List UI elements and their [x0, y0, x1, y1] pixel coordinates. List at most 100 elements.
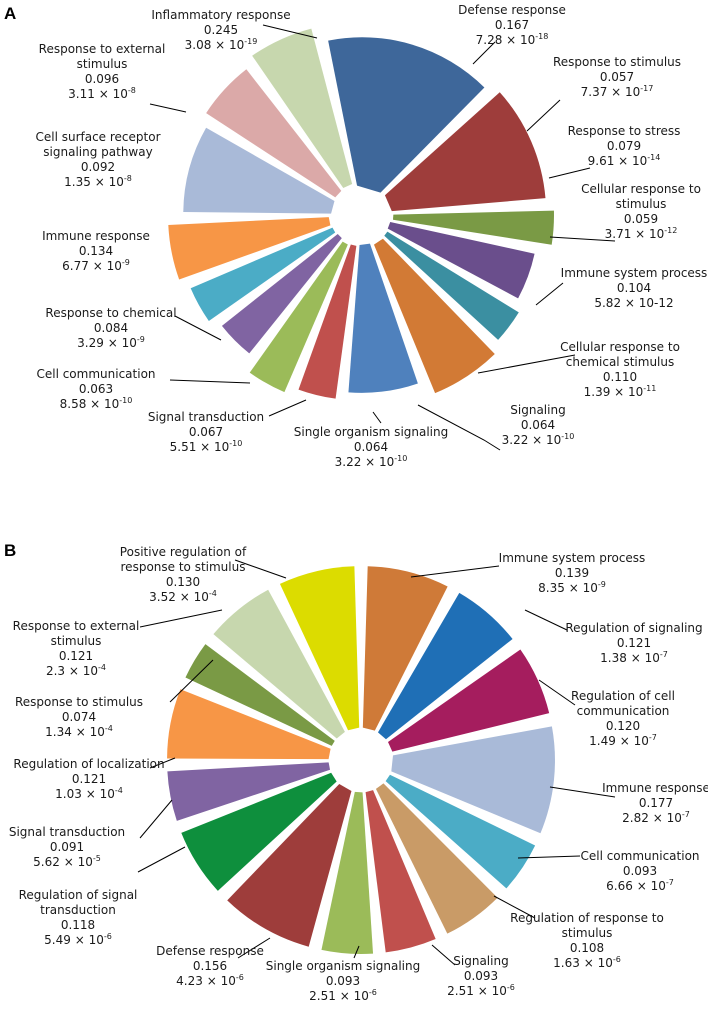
slice-label-pvalue: 1.35 × 10-8: [64, 174, 132, 189]
leader-line-immune-system-process: [410, 565, 500, 578]
pie-slice-regulation-of-localization: [167, 689, 331, 760]
pie-slice-cellular-response-to-chemical-stimulus: [348, 243, 418, 393]
pie-slice-regulation-of-signaling: [377, 592, 513, 740]
slice-label-text: Defense response: [156, 944, 264, 958]
slice-label-value: 0.064: [354, 440, 388, 454]
leader-line-single-organism-signaling: [353, 945, 360, 959]
pie-slice-defense-response: [227, 784, 352, 947]
leader-line-signaling: [417, 404, 501, 451]
slice-label-value: 0.093: [464, 969, 498, 983]
slice-label-value: 0.167: [495, 18, 529, 32]
leader-line-positive-regulation-of-response-to-stimulus: [234, 559, 287, 579]
slice-label-pvalue: 3.52 × 10-4: [149, 589, 217, 604]
leader-line-regulation-of-cell-communication: [538, 679, 576, 706]
slice-label-text: Single organism signaling: [266, 959, 421, 973]
slice-label-pvalue: 5.82 × 10-12: [594, 296, 673, 310]
pie-slice-single-organism-signaling: [321, 791, 374, 954]
pie-slice-response-to-external-stimulus: [213, 589, 345, 739]
slice-label-pvalue: 8.58 × 10-10: [60, 396, 133, 411]
slice-label-text: Response to external: [13, 619, 140, 633]
slice-label-text: Immune system process: [561, 266, 708, 280]
leader-line-response-to-external-stimulus: [149, 103, 187, 113]
slice-label-pvalue: 1.34 × 10-4: [45, 724, 113, 739]
slice-label-text: Inflammatory response: [151, 8, 290, 22]
pie-slice-cell-communication: [385, 774, 536, 889]
pie-slice-inflammatory-response: [328, 37, 485, 193]
slice-label-text: Regulation of localization: [13, 757, 164, 771]
slice-label-pvalue: 1.38 × 10-7: [600, 650, 668, 665]
slice-label-value: 0.096: [85, 72, 119, 86]
slice-label-value: 0.108: [570, 941, 604, 955]
slice-label-text: Regulation of signaling: [565, 621, 702, 635]
leader-line-regulation-of-signaling: [524, 609, 568, 631]
slice-label-text: Response to stimulus: [553, 55, 681, 69]
slice-label-text: Immune response: [602, 781, 708, 795]
slice-label-pvalue: 1.03 × 10-4: [55, 786, 123, 801]
slice-label-text: Response to external: [39, 42, 166, 56]
slice-label-text: Response to chemical: [45, 306, 176, 320]
panel-letter-b: B: [4, 541, 16, 560]
slice-label-value: 0.118: [61, 918, 95, 932]
slice-label-text: Signaling: [510, 403, 565, 417]
slice-label-regulation-of-cell-communication: Regulation of cellcommunication0.1201.49…: [571, 689, 675, 748]
slice-label-pvalue: 2.82 × 10-7: [622, 810, 690, 825]
slice-label-text: Cell communication: [36, 367, 155, 381]
leader-line-immune-response: [549, 786, 616, 798]
slice-label-value: 0.064: [521, 418, 555, 432]
slice-label-value: 0.093: [326, 974, 360, 988]
slice-label-value: 0.079: [607, 139, 641, 153]
pie-slice-cellular-response-to-stimulus: [384, 231, 519, 340]
slice-label-value: 0.121: [72, 772, 106, 786]
slice-label-text: Single organism signaling: [294, 425, 449, 439]
pie-slice-response-to-chemical: [168, 217, 331, 280]
slice-label-text: Regulation of response to: [510, 911, 664, 925]
pie-slice-positive-regulation-of-response-to-stimulus: [279, 566, 360, 731]
slice-label-text: Signal transduction: [9, 825, 125, 839]
slice-label-pvalue: 3.71 × 10-12: [605, 226, 678, 241]
pie-slice-response-to-stress: [387, 221, 535, 299]
slice-label-value: 0.091: [50, 840, 84, 854]
leader-line-defense-response: [237, 937, 271, 959]
slice-label-text: Cell communication: [580, 849, 699, 863]
pie-slice-signal-transduction: [221, 234, 342, 354]
slice-label-pvalue: 1.63 × 10-6: [553, 955, 621, 970]
pie-slice-defense-response: [384, 92, 546, 212]
slice-label-value: 0.110: [603, 370, 637, 384]
slice-label-value: 0.134: [79, 244, 113, 258]
panel-letter-a: A: [4, 4, 16, 23]
leader-line-response-to-external-stimulus: [139, 609, 223, 628]
slice-label-text: Positive regulation of: [120, 545, 247, 559]
slice-label-text: Signal transduction: [148, 410, 264, 424]
pie-slice-cell-surface-receptor-signaling-pathway: [206, 69, 342, 198]
slice-label-text: Cellular response to: [581, 182, 701, 196]
pie-slice-response-to-stimulus: [185, 644, 335, 746]
slice-label-value: 0.092: [81, 160, 115, 174]
slice-label-pvalue: 5.62 × 10-5: [33, 854, 101, 869]
leader-line-defense-response: [472, 41, 496, 65]
pie-slice-immune-response: [183, 127, 335, 214]
slice-label-pvalue: 4.23 × 10-6: [176, 973, 244, 988]
slice-label-regulation-of-response-to-stimulus: Regulation of response tostimulus0.1081.…: [510, 911, 664, 970]
slice-label-value: 0.067: [189, 425, 223, 439]
slice-label-pvalue: 2.51 × 10-6: [309, 988, 377, 1003]
slice-label-text: signaling pathway: [43, 145, 152, 159]
slice-label-pvalue: 3.22 × 10-10: [502, 432, 575, 447]
pie-slice-signaling: [298, 244, 357, 399]
slice-label-value: 0.121: [59, 649, 93, 663]
pie-slice-immune-system-process: [373, 238, 495, 394]
slice-label-text: Regulation of signal: [19, 888, 138, 902]
